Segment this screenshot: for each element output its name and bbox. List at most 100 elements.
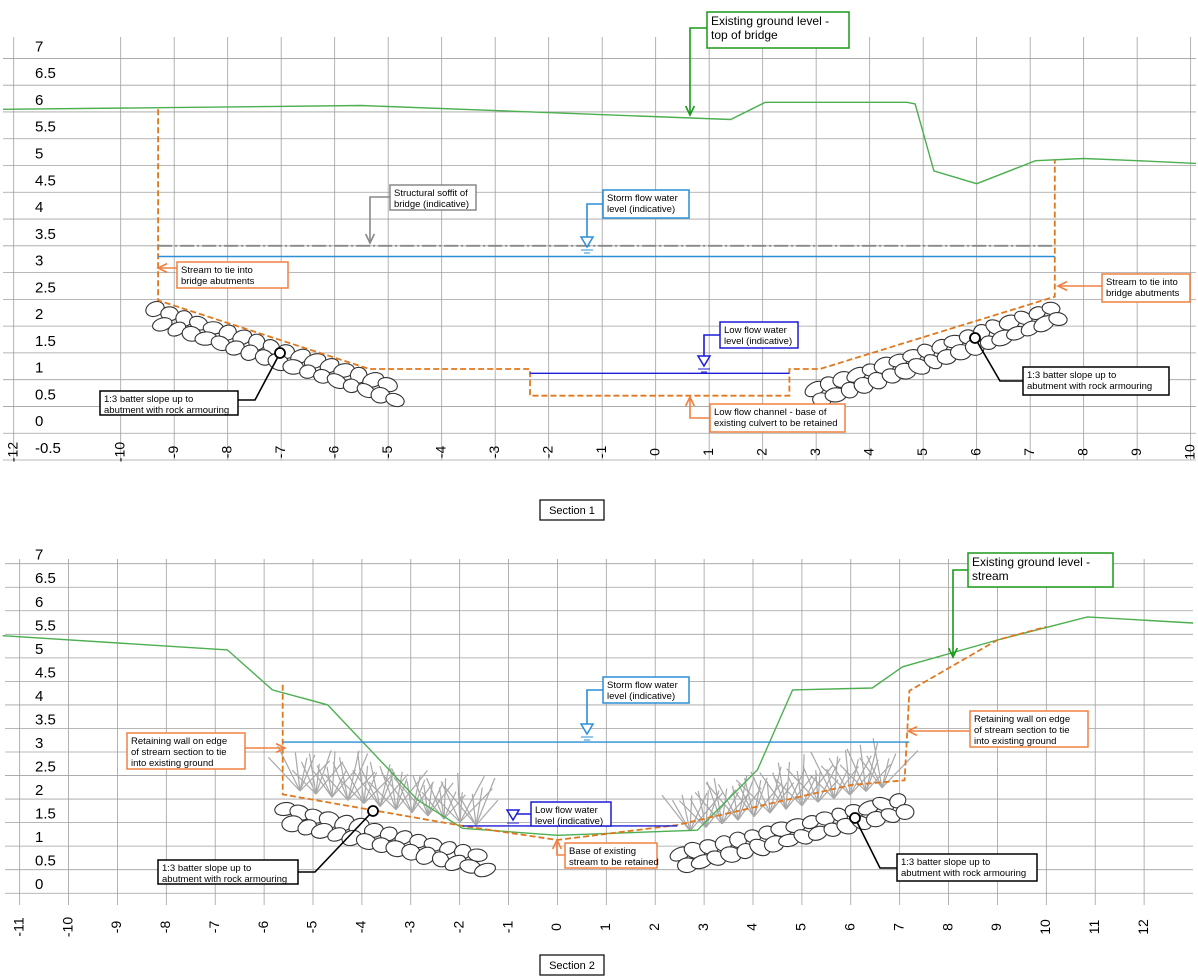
y-tick-label: 1.5 [35,806,56,823]
x-tick-label: 10 [1037,919,1053,935]
grass [689,792,708,832]
grass [721,793,749,825]
annotation-box [99,390,239,416]
grass [338,757,349,801]
grass [849,759,859,796]
x-tick-label: 3 [695,923,711,931]
annotation-box [602,189,690,219]
annotation-text: Stream to tie into [181,265,253,276]
x-tick-label: -3 [486,446,502,459]
grass [828,757,851,796]
x-tick-label: 5 [793,923,809,931]
annotation-text: abutment with rock armouring [901,868,1026,879]
x-tick-label: -12 [4,442,20,462]
grass [324,773,349,801]
annotation-text: stream to be retained [569,857,659,868]
x-tick-label: -2 [539,446,555,459]
y-tick-label: 6 [35,92,43,109]
annotation-text: 1:3 batter slope up to [901,857,990,868]
grass [734,791,755,817]
arrow-head [684,105,696,117]
grass [713,778,723,824]
grass [379,764,391,807]
annotation-text: bridge (indicative) [394,199,469,210]
grass [753,780,762,817]
rock [240,344,259,361]
grass [352,769,381,807]
leader-line [854,817,897,869]
grass [299,757,308,792]
x-tick-label: -4 [432,446,448,459]
annotation-text: Structural soffit of [394,188,468,199]
leader-line [298,810,374,873]
y-tick-label: 0 [35,876,43,893]
arrow-head [906,725,918,737]
grass [769,766,782,814]
grass [661,794,691,832]
annotation-text: Retaining wall on edge [974,714,1070,725]
rock [327,827,347,842]
y-tick-label: 5 [35,641,43,658]
caption-box [539,954,605,976]
grass [457,772,461,823]
arrow-head [364,233,376,245]
y-tick-label: 2 [35,306,43,323]
annotation-box [719,321,799,349]
leader-line [369,196,390,243]
y-tick-label: -0.5 [35,440,61,457]
grass [412,774,429,817]
grass [300,761,317,795]
grass [706,781,723,825]
rock [415,846,436,865]
water-symbol [696,355,712,368]
grass [471,793,477,826]
y-tick-label: 3 [35,253,43,270]
x-tick-label: -6 [325,446,341,459]
x-tick-label: 8 [1074,448,1090,456]
y-tick-label: 7 [35,547,43,564]
annotation-text: Low flow water [724,325,787,336]
x-tick-label: 1 [700,448,716,456]
y-tick-label: 5.5 [35,119,56,136]
grass [475,799,499,826]
grass [846,748,867,792]
arrow-head [684,395,696,407]
annotation-text: into existing ground [974,736,1056,747]
y-tick-label: 0.5 [35,853,56,870]
x-tick-label: -2 [450,921,466,934]
annotation-text: Base of existing [569,846,636,857]
grass [315,750,332,795]
grass [753,783,782,817]
grass [368,781,397,811]
rock [474,862,496,878]
water-symbol [579,723,595,736]
annotation-text: existing culvert to be retained [714,418,838,429]
grass [459,776,485,823]
arrow-head [156,262,168,274]
grass [427,782,454,817]
x-tick-label: 6 [967,448,983,456]
series-line [2,101,1197,185]
annotation-box [896,853,1038,882]
rock [225,340,245,356]
x-tick-label: 2 [646,923,662,931]
grass [440,781,461,823]
grass [833,768,849,799]
grass [859,744,867,792]
grass [443,786,477,826]
annotation-box [706,11,850,49]
grass [717,783,739,821]
grass [839,764,867,792]
annotation-text: Low flow channel - base of [714,407,827,418]
grass [381,772,413,814]
grass [681,794,691,832]
x-tick-label: -10 [111,442,127,462]
annotation-text: 1:3 batter slope up to [162,863,251,874]
x-tick-label: 9 [988,923,1004,931]
grass [425,777,445,820]
grass [299,760,331,792]
y-tick-label: 6 [35,594,43,611]
grass [443,791,457,820]
x-tick-label: 8 [939,923,955,931]
grass [363,765,369,804]
